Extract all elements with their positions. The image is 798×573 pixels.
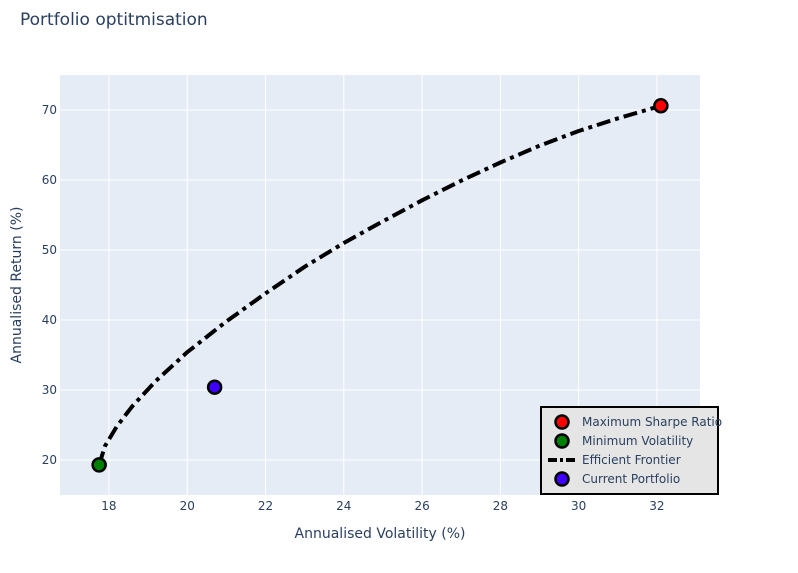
legend-label-maximum-sharpe-ratio: Maximum Sharpe Ratio: [582, 415, 722, 429]
y-tick-label: 20: [42, 453, 57, 467]
legend-label-efficient-frontier: Efficient Frontier: [582, 453, 681, 467]
y-tick-label: 60: [42, 173, 57, 187]
y-axis-title: Annualised Return (%): [9, 207, 25, 364]
chart-title: Portfolio optitmisation: [20, 10, 208, 30]
legend-box: [540, 406, 719, 495]
x-tick-label: 20: [180, 499, 195, 513]
x-tick-label: 30: [571, 499, 586, 513]
legend-swatch-maximum-sharpe-ratio: [554, 414, 570, 430]
x-tick-label: 22: [258, 499, 273, 513]
efficient-frontier-line: [97, 103, 662, 466]
y-tick-label: 50: [42, 243, 57, 257]
y-tick-label: 30: [42, 383, 57, 397]
x-axis-title: Annualised Volatility (%): [295, 526, 466, 542]
x-tick-label: 28: [493, 499, 508, 513]
legend: Maximum Sharpe Ratio Minimum Volatility Ef…: [540, 406, 722, 495]
gridlines: [60, 75, 700, 495]
current-portfolio-marker: [206, 379, 223, 395]
legend-items: Maximum Sharpe Ratio Minimum Volatility Ef…: [548, 414, 722, 487]
y-tick-label: 70: [42, 103, 57, 117]
x-tick-label: 18: [101, 499, 116, 513]
maximum-sharpe-ratio-marker: [653, 98, 669, 114]
minimum-volatility-marker: [91, 457, 107, 473]
legend-label-current-portfolio: Current Portfolio: [582, 472, 680, 486]
legend-swatch-current-portfolio: [554, 471, 570, 487]
y-tick-label: 40: [42, 313, 57, 327]
x-tick-label: 24: [336, 499, 351, 513]
tick-labels: 18 20 22 24 26 28 30 32 20 30 40 50 60 70: [42, 103, 665, 513]
legend-label-minimum-volatility: Minimum Volatility: [582, 434, 693, 448]
series-layer: [91, 98, 669, 473]
legend-swatch-minimum-volatility: [554, 433, 570, 449]
x-tick-label: 26: [414, 499, 429, 513]
x-tick-label: 32: [649, 499, 664, 513]
